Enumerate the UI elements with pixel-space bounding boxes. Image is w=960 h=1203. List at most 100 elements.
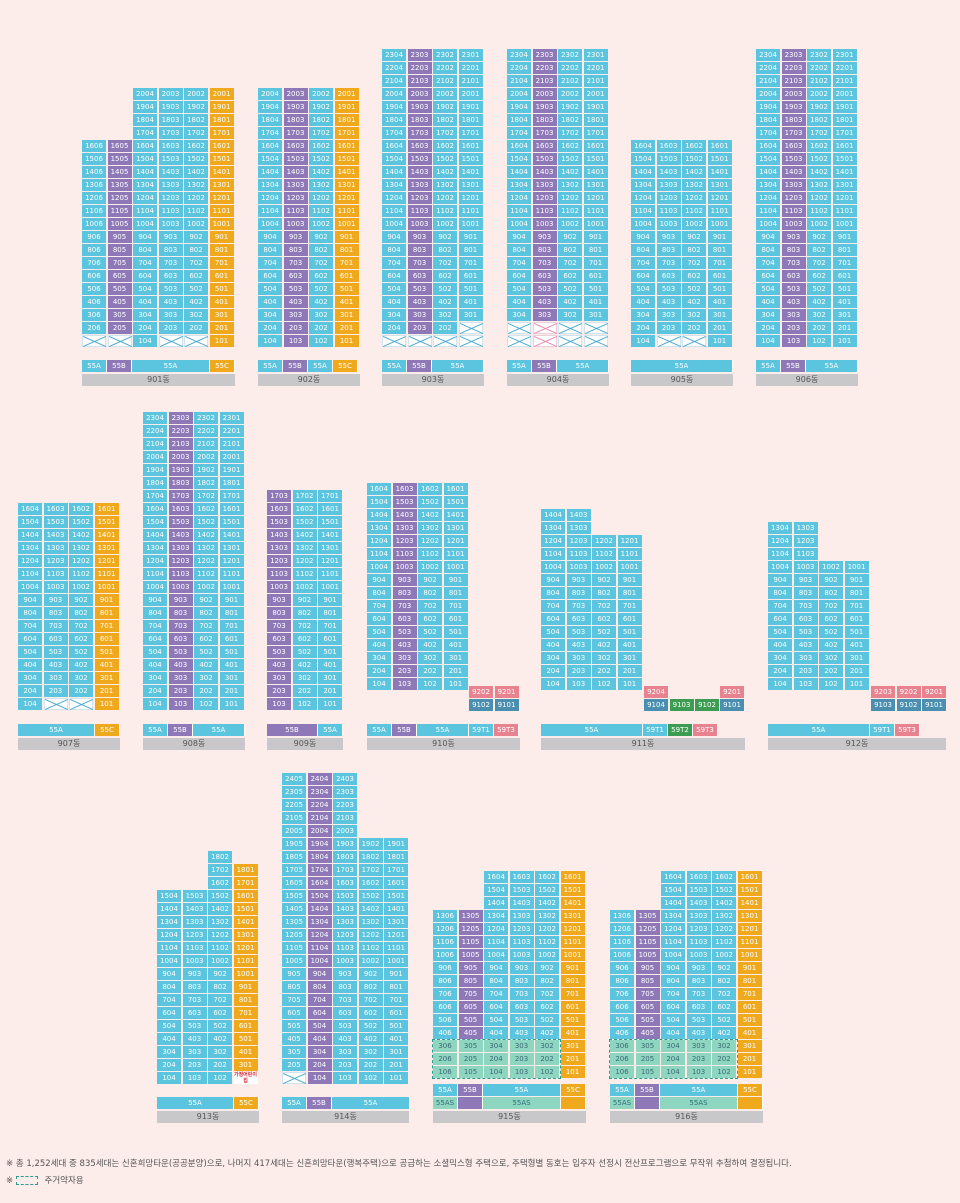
unit-cell: 906 — [82, 231, 106, 243]
type-legend- — [561, 1097, 586, 1109]
unit-cell: 1602 — [292, 503, 317, 515]
unit-cell: 702 — [558, 257, 582, 269]
unit-cell: 802 — [807, 244, 831, 256]
unit-cell: 703 — [566, 600, 591, 612]
unit-cell: 1701 — [219, 490, 244, 502]
unit-cell: 1201 — [737, 923, 762, 935]
unit-cell: 201 — [334, 322, 359, 334]
unit-cell: 202 — [535, 1053, 559, 1065]
unit-cell: 1501 — [707, 153, 732, 165]
unit-cell: 2003 — [158, 88, 183, 100]
unit-cell: 304 — [507, 309, 531, 321]
unit-cell: 1203 — [566, 535, 591, 547]
unit-cell: 304 — [258, 309, 282, 321]
unit-cell: 2001 — [334, 88, 359, 100]
unit-cell: 801 — [583, 244, 608, 256]
unit-cell: 1801 — [219, 477, 244, 489]
unit-cell: 405 — [635, 1027, 660, 1039]
unit-cell: 801 — [443, 587, 468, 599]
unit-cell: 1002 — [592, 561, 616, 573]
unit-cell: 102 — [292, 698, 317, 710]
unit-cell: 701 — [844, 600, 869, 612]
unit-cell: 702 — [69, 620, 93, 632]
unit-cell: 202 — [358, 1059, 383, 1071]
unit-cell: 1304 — [661, 910, 685, 922]
type-legend-55A: 55A — [367, 724, 392, 736]
unit-cell: 404 — [133, 296, 157, 308]
unit-cell: 601 — [844, 613, 869, 625]
unit-cell: 1804 — [507, 114, 531, 126]
unit-cell: 601 — [94, 633, 119, 645]
unit-cell: 1104 — [484, 936, 508, 948]
unit-cell: 1004 — [756, 218, 780, 230]
unit-cell: 1504 — [484, 884, 508, 896]
unit-cell: 1204 — [18, 555, 42, 567]
unit-cell: 1102 — [358, 942, 383, 954]
unit-cell: 404 — [768, 639, 792, 651]
unit-cell: 505 — [282, 1020, 306, 1032]
unit-cell: 2301 — [832, 49, 857, 61]
unit-cell: 103 — [793, 678, 818, 690]
unit-cell: 1203 — [283, 192, 308, 204]
unit-cell: 403 — [333, 1033, 357, 1045]
unit-cell: 1004 — [382, 218, 406, 230]
unit-cell: 301 — [844, 652, 869, 664]
accessible-unit-box — [432, 1039, 561, 1079]
unit-cell: 2201 — [583, 62, 608, 74]
unit-cell: 2001 — [583, 88, 608, 100]
unit-cell: 1403 — [392, 509, 417, 521]
unit-cell: 806 — [82, 244, 106, 256]
unit-cell: 1802 — [358, 851, 383, 863]
type-legend-55AS: 55AS — [433, 1097, 458, 1109]
unit-cell: 504 — [307, 1020, 332, 1032]
unit-cell: 905 — [458, 962, 483, 974]
unit-cell: 602 — [535, 1001, 559, 1013]
unit-cell: 504 — [631, 283, 655, 295]
unit-cell: 2002 — [309, 88, 333, 100]
unit-cell: 2201 — [458, 62, 483, 74]
unit-cell: 1704 — [258, 127, 282, 139]
unit-cell: 2305 — [282, 786, 306, 798]
unit-cell: 701 — [707, 257, 732, 269]
unit-cell: 1201 — [384, 929, 408, 941]
unit-cell: 904 — [307, 968, 332, 980]
unit-cell: 601 — [617, 613, 642, 625]
unit-cell: 206 — [433, 1053, 457, 1065]
unit-cell: 1404 — [157, 903, 181, 915]
unit-cell: 804 — [258, 244, 282, 256]
unit-cell: 1202 — [69, 555, 93, 567]
unit-cell: 804 — [367, 587, 391, 599]
unit-cell: 1902 — [807, 101, 831, 113]
unit-cell: 303 — [158, 309, 183, 321]
unit-cell: 502 — [208, 1020, 232, 1032]
unit-cell: 2005 — [282, 825, 306, 837]
unit-cell: 1703 — [267, 490, 291, 502]
unit-cell: 105 — [635, 1066, 660, 1078]
unit-cell: 204 — [661, 1053, 685, 1065]
unit-cell: 104 — [258, 335, 282, 347]
unit-cell: 601 — [233, 1020, 258, 1032]
unit-cell: 806 — [610, 975, 634, 987]
unit-cell: 1203 — [509, 923, 534, 935]
unit-cell: 703 — [532, 257, 557, 269]
unit-cell: 302 — [433, 309, 457, 321]
unit-cell: 1204 — [157, 929, 181, 941]
unit-cell: 1605 — [282, 877, 306, 889]
unit-cell: 804 — [541, 587, 565, 599]
unit-cell: 804 — [507, 244, 531, 256]
unit-cell: 203 — [686, 1053, 711, 1065]
unit-cell: 1203 — [182, 929, 207, 941]
unit-cell: 1403 — [283, 166, 308, 178]
unit-cell: 1804 — [307, 851, 332, 863]
unit-cell: 904 — [768, 574, 792, 586]
unit-cell: 1002 — [682, 218, 706, 230]
unit-cell: 9103 — [669, 699, 694, 711]
unit-cell: 2004 — [307, 825, 332, 837]
unit-cell: 402 — [418, 639, 442, 651]
unit-cell: 204 — [133, 322, 157, 334]
unit-cell: 804 — [382, 244, 406, 256]
unit-cell: 602 — [194, 633, 218, 645]
unit-cell: 201 — [617, 665, 642, 677]
unit-cell: 202 — [194, 685, 218, 697]
unit-cell: 701 — [560, 988, 585, 1000]
